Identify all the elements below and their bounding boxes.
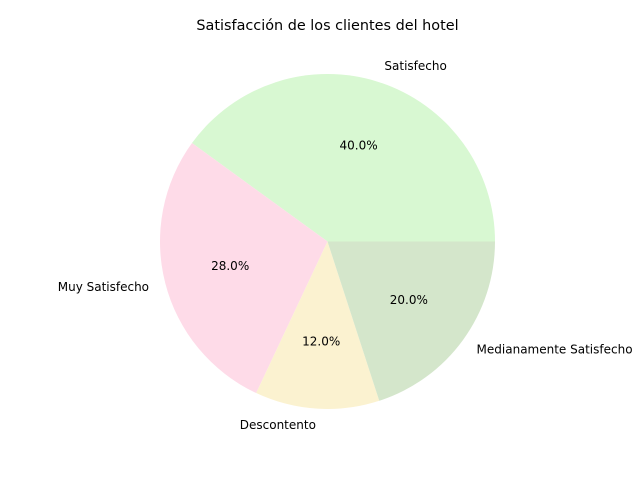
- pie-slice-descontento: [256, 241, 380, 409]
- pie-labels: Satisfecho 40.0% Muy Satisfecho 28.0% Descon…: [58, 59, 633, 432]
- chart-title: Satisfacción de los clientes del hotel: [196, 18, 458, 34]
- slice-label-muy-satisfecho: Muy Satisfecho: [58, 280, 149, 294]
- slice-label-satisfecho: Satisfecho: [384, 59, 446, 73]
- slice-percent-satisfecho: 40.0%: [339, 138, 377, 152]
- pie-slice-muy-satisfecho: [160, 143, 328, 394]
- slice-percent-descontento: 12.0%: [302, 334, 340, 348]
- pie-slice-medianamente-satisfecho: [327, 241, 495, 401]
- slice-percent-medianamente-satisfecho: 20.0%: [390, 293, 428, 307]
- pie-slice-satisfecho: [191, 74, 495, 242]
- slice-percent-muy-satisfecho: 28.0%: [211, 259, 249, 273]
- slice-label-descontento: Descontento: [240, 418, 316, 432]
- slice-label-medianamente-satisfecho: Medianamente Satisfecho: [477, 342, 633, 356]
- pie-slices: [160, 74, 495, 409]
